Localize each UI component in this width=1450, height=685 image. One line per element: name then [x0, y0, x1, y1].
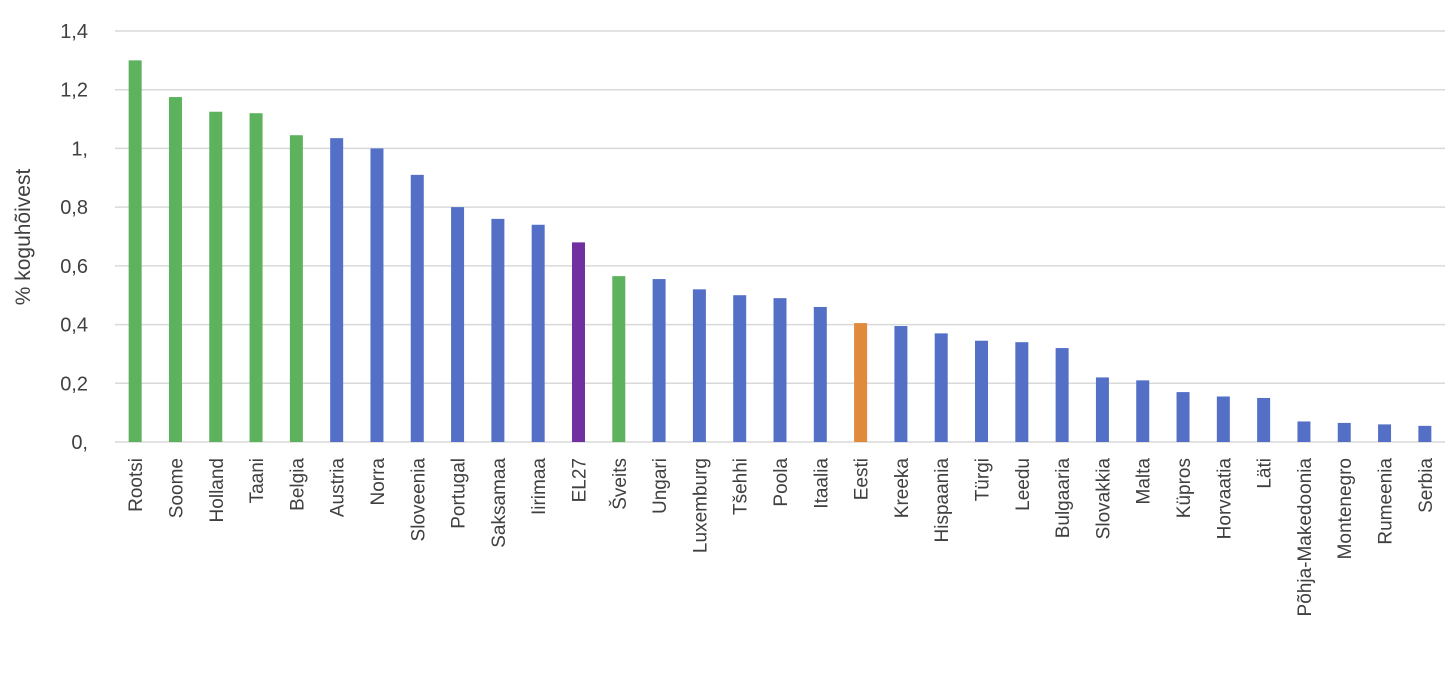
y-tick-label: 0,	[71, 432, 88, 454]
bar-poola	[773, 298, 787, 442]
x-category-label: Šveits	[609, 458, 631, 510]
y-tick-label: 0,8	[60, 197, 88, 219]
x-category-label: Iirimaa	[529, 458, 550, 515]
bar-kreeka	[894, 326, 908, 442]
x-axis-category-labels: Rootsi Soome Holland Taani Belgia Austria Norr…	[126, 458, 1437, 617]
bar-bulgaaria	[1055, 348, 1069, 442]
x-category-label: Portugal	[449, 458, 470, 529]
bar-šveits	[612, 276, 626, 442]
y-tick-label: 1,4	[60, 21, 88, 43]
y-tick-label: 1,2	[60, 80, 88, 102]
bar-el27	[571, 242, 585, 442]
x-category-label: Taani	[247, 458, 268, 503]
x-category-label: Põhja-Makedoonia	[1295, 458, 1316, 617]
x-category-label: Malta	[1134, 458, 1155, 505]
x-category-label: Belgia	[287, 458, 308, 511]
bar-saksamaa	[491, 218, 505, 442]
bar-rootsi	[128, 60, 142, 442]
x-category-label: Austria	[328, 458, 349, 518]
x-category-label: Leedu	[1013, 458, 1034, 511]
bar-eesti	[854, 323, 868, 442]
x-category-label: Kreeka	[892, 458, 913, 519]
x-category-label: Horvaatia	[1214, 458, 1235, 540]
x-category-label: Ungari	[650, 458, 671, 514]
bar-küpros	[1176, 392, 1190, 442]
bar-soome	[168, 97, 182, 442]
y-tick-label: 0,2	[60, 373, 88, 395]
bar-põhja-makedoonia	[1297, 421, 1311, 442]
x-category-label: Saksamaa	[489, 458, 510, 548]
bar-taani	[249, 113, 263, 442]
bar-austria	[330, 138, 344, 442]
x-category-label: Türgi	[973, 458, 994, 501]
x-category-label: Montenegro	[1335, 458, 1356, 559]
y-tick-label: 0,6	[60, 256, 88, 278]
bar-itaalia	[813, 306, 827, 442]
x-category-label: Hispaania	[932, 458, 953, 543]
bar-montenegro	[1337, 422, 1351, 442]
bar-iirimaa	[531, 224, 545, 442]
x-category-label: Tšehhi	[731, 458, 752, 515]
bar-tšehhi	[733, 295, 747, 442]
x-category-label: Luxemburg	[690, 458, 711, 553]
bar-leedu	[1015, 342, 1029, 442]
x-category-label: Holland	[207, 458, 228, 522]
x-category-label: Soome	[166, 458, 187, 518]
y-axis-title: % koguhõivest	[12, 169, 35, 306]
bars	[128, 60, 1432, 443]
bar-slovakkia	[1095, 377, 1109, 442]
x-category-label: Norra	[368, 458, 389, 506]
bar-holland	[209, 111, 223, 442]
y-tick-label: 0,4	[60, 315, 88, 337]
bar-hispaania	[934, 333, 948, 442]
bar-rumeenia	[1378, 424, 1392, 442]
bar-horvaatia	[1216, 396, 1230, 442]
bar-ungari	[652, 279, 666, 442]
bar-sloveenia	[410, 174, 424, 442]
x-category-label: EL27	[569, 458, 590, 502]
x-category-label: Itaalia	[811, 458, 832, 509]
bar-norra	[370, 148, 384, 442]
x-category-label: Slovakkia	[1093, 458, 1114, 540]
x-category-label: Rumeenia	[1376, 458, 1397, 545]
x-category-label: Eesti	[852, 458, 873, 500]
x-category-label: Poola	[771, 458, 792, 507]
x-category-label: Serbia	[1416, 458, 1437, 513]
x-category-label: Rootsi	[126, 458, 147, 512]
bar-portugal	[451, 207, 465, 442]
x-category-label: Läti	[1255, 458, 1276, 489]
bar-läti	[1257, 397, 1271, 442]
x-category-label: Bulgaaria	[1053, 458, 1074, 539]
y-axis-tick-labels: 0, 0,2 0,4 0,6 0,8 1, 1,2 1,4	[60, 21, 88, 454]
bar-türgi	[975, 340, 989, 442]
x-category-label: Sloveenia	[408, 458, 429, 542]
bar-luxemburg	[692, 289, 706, 442]
bar-belgia	[289, 135, 303, 443]
x-category-label: Küpros	[1174, 458, 1195, 518]
bar-malta	[1136, 380, 1150, 442]
bar-serbia	[1418, 425, 1432, 442]
y-tick-label: 1,	[71, 138, 88, 160]
